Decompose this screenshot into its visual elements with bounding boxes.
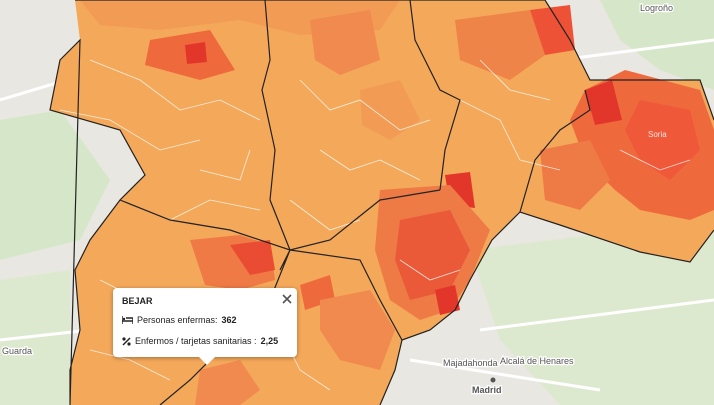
terrain — [600, 0, 714, 90]
popup-title: BEJAR — [122, 296, 153, 306]
field-label: Personas enfermas: — [137, 315, 218, 325]
popup-row: Personas enfermas: 362 — [122, 315, 237, 325]
province-borders — [49, 0, 714, 405]
terrain — [470, 220, 714, 405]
bed-icon — [122, 316, 133, 324]
place-label: Alcalá de Henares — [500, 356, 574, 366]
field-value: 2,25 — [260, 336, 279, 346]
popup: BEJAR Personas enfermas: 362 Enfermos / … — [113, 288, 297, 365]
place-label: Madrid — [472, 385, 502, 395]
field-value: 362 — [221, 315, 237, 325]
popup-row: Enfermos / tarjetas sanitarias : 2,25 — [122, 336, 278, 346]
place-label: Soria — [648, 130, 667, 139]
high-areas — [80, 0, 714, 405]
place-label: Logroño — [640, 3, 673, 13]
place-label: Guarda — [2, 346, 32, 356]
percent-icon — [122, 336, 131, 346]
place-label: Majadahonda — [443, 358, 498, 368]
popup-pointer — [199, 357, 215, 365]
close-button[interactable] — [282, 294, 292, 304]
terrain — [0, 110, 110, 260]
city-dot — [490, 377, 496, 383]
field-label: Enfermos / tarjetas sanitarias : — [135, 336, 257, 346]
